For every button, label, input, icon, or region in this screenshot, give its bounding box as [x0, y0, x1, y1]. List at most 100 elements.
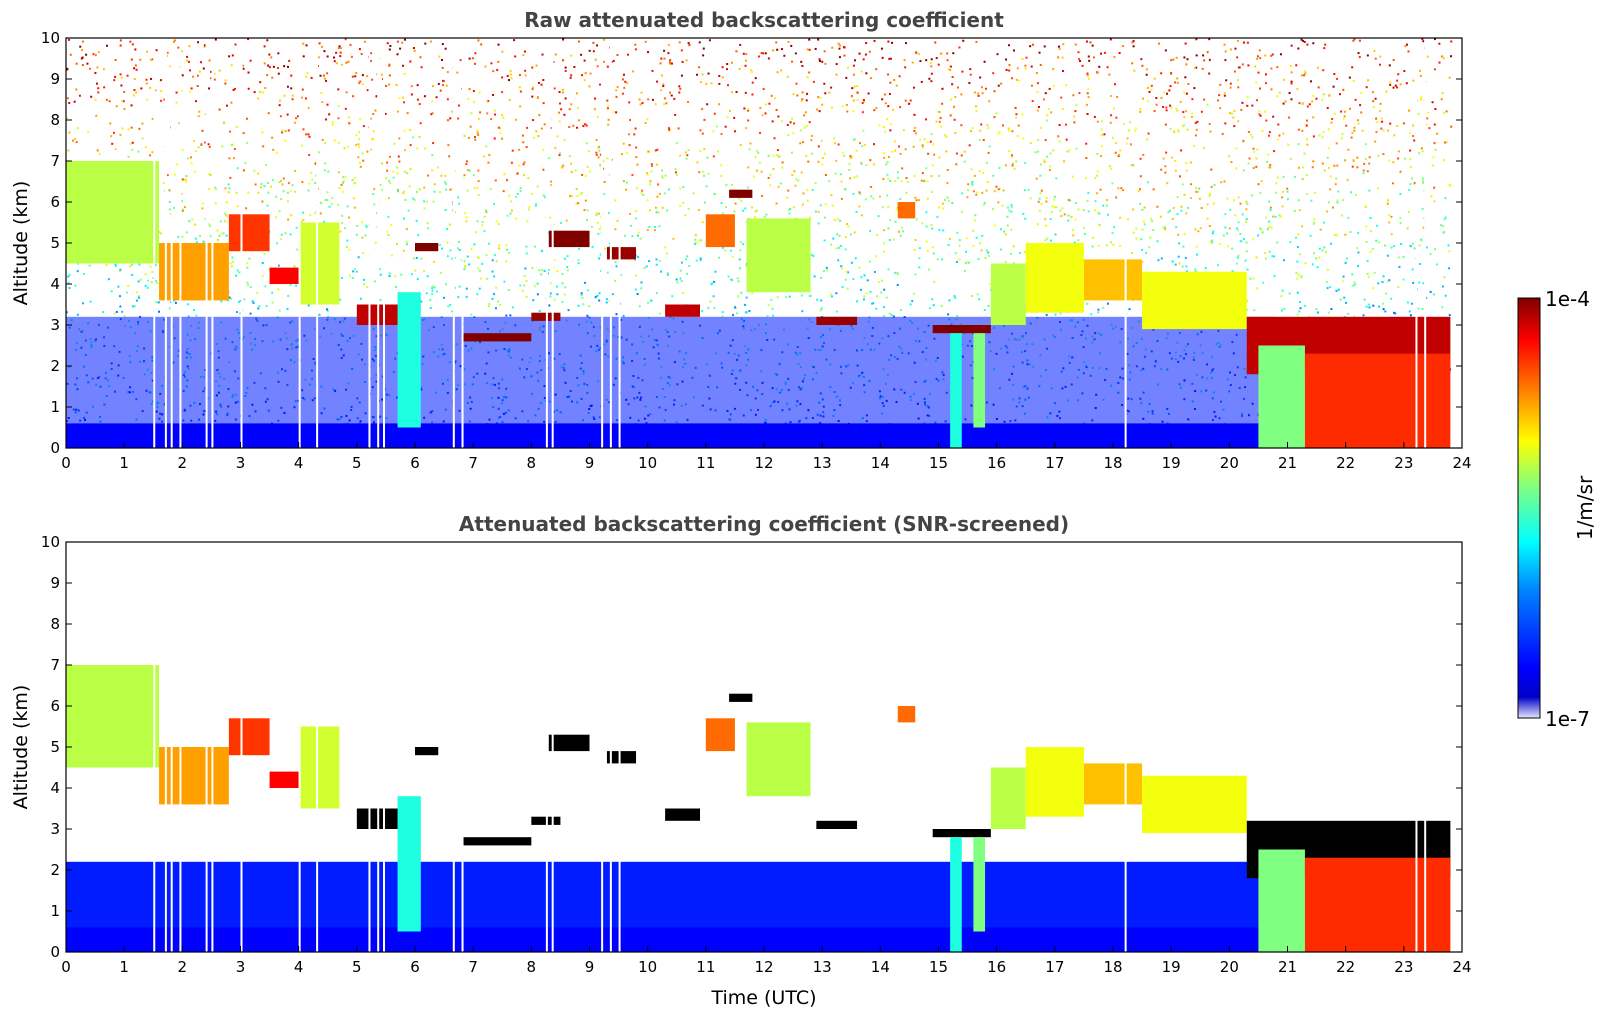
noise-pixel: [949, 98, 952, 101]
noise-pixel: [295, 248, 298, 251]
noise-pixel: [324, 198, 327, 201]
noise-pixel: [501, 114, 504, 117]
noise-pixel: [305, 133, 308, 136]
noise-pixel: [570, 195, 573, 198]
noise-pixel: [1409, 131, 1412, 134]
noise-pixel: [1417, 112, 1420, 115]
noise-pixel: [1070, 216, 1073, 219]
noise-pixel: [822, 270, 825, 273]
noise-pixel: [941, 87, 944, 90]
noise-pixel: [1399, 217, 1402, 220]
noise-pixel: [948, 299, 951, 302]
noise-pixel: [444, 208, 447, 211]
noise-pixel: [1264, 54, 1267, 57]
noise-pixel: [286, 307, 289, 310]
noise-pixel: [532, 299, 535, 302]
noise-pixel: [260, 182, 263, 185]
noise-pixel: [131, 273, 134, 276]
noise-pixel: [833, 142, 836, 145]
noise-pixel: [805, 99, 808, 102]
noise-pixel: [177, 46, 180, 49]
noise-pixel: [1089, 41, 1092, 44]
noise-pixel: [987, 254, 990, 257]
noise-pixel: [987, 127, 990, 130]
noise-pixel: [257, 97, 260, 100]
noise-pixel: [1360, 111, 1363, 114]
noise-pixel: [781, 161, 784, 164]
noise-pixel: [890, 314, 893, 317]
noise-pixel: [485, 211, 488, 214]
noise-pixel: [1079, 59, 1082, 62]
noise-pixel: [441, 66, 444, 69]
noise-pixel: [1160, 96, 1163, 99]
noise-pixel: [1083, 227, 1086, 230]
noise-pixel: [880, 291, 883, 294]
noise-pixel: [1450, 40, 1453, 43]
noise-pixel: [81, 64, 84, 67]
noise-pixel: [415, 257, 418, 260]
noise-pixel: [820, 276, 823, 279]
noise-pixel: [872, 302, 875, 305]
noise-pixel: [200, 143, 203, 146]
noise-pixel: [891, 150, 894, 153]
noise-pixel: [363, 283, 366, 286]
noise-pixel: [886, 194, 889, 197]
noise-pixel: [542, 102, 545, 105]
noise-pixel: [654, 206, 657, 209]
noise-pixel: [1441, 285, 1444, 288]
noise-pixel: [627, 53, 630, 56]
noise-pixel: [873, 270, 876, 273]
noise-pixel: [815, 210, 818, 213]
noise-pixel: [786, 75, 789, 78]
noise-pixel: [1388, 279, 1391, 282]
noise-pixel: [1322, 221, 1325, 224]
noise-pixel: [1082, 209, 1085, 212]
noise-pixel: [1427, 111, 1430, 114]
noise-pixel: [1087, 88, 1090, 91]
noise-pixel: [1037, 150, 1040, 153]
noise-pixel: [110, 135, 113, 138]
noise-pixel: [540, 273, 543, 276]
noise-pixel: [888, 156, 891, 159]
noise-pixel: [1279, 53, 1282, 56]
noise-pixel: [1118, 52, 1121, 55]
noise-pixel: [1239, 240, 1242, 243]
noise-pixel: [1271, 255, 1274, 258]
noise-pixel: [899, 106, 902, 109]
noise-pixel: [1443, 159, 1446, 162]
noise-pixel: [189, 156, 192, 159]
noise-pixel: [981, 92, 984, 95]
noise-pixel: [1046, 114, 1049, 117]
noise-pixel: [881, 56, 884, 59]
noise-pixel: [85, 53, 88, 56]
noise-pixel: [1335, 142, 1338, 145]
noise-pixel: [1110, 241, 1113, 244]
noise-pixel: [195, 241, 198, 244]
noise-pixel: [1103, 51, 1106, 54]
noise-pixel: [523, 161, 526, 164]
noise-pixel: [1067, 214, 1070, 217]
noise-pixel: [1065, 138, 1068, 141]
noise-pixel: [687, 101, 690, 104]
noise-pixel: [121, 127, 124, 130]
noise-pixel: [253, 91, 256, 94]
noise-pixel: [995, 185, 998, 188]
noise-pixel: [1088, 59, 1091, 62]
noise-pixel: [1038, 51, 1041, 54]
noise-pixel: [321, 101, 324, 104]
noise-pixel: [1010, 228, 1013, 231]
noise-pixel: [702, 54, 705, 57]
noise-pixel: [675, 173, 678, 176]
noise-pixel: [614, 279, 617, 282]
noise-pixel: [1355, 194, 1358, 197]
noise-pixel: [1031, 100, 1034, 103]
noise-pixel: [1448, 250, 1451, 253]
noise-pixel: [463, 134, 466, 137]
noise-pixel: [1381, 120, 1384, 123]
noise-pixel: [687, 207, 690, 210]
noise-pixel: [814, 47, 817, 50]
noise-pixel: [1039, 163, 1042, 166]
noise-pixel: [272, 148, 275, 151]
noise-pixel: [395, 83, 398, 86]
noise-pixel: [420, 300, 423, 303]
